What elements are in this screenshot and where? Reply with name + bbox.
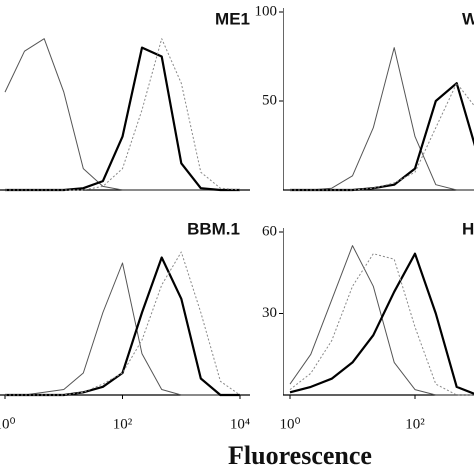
x-tick-label: 10⁰ xyxy=(0,416,16,432)
histogram-line xyxy=(4,38,240,191)
x-tick-label: 10² xyxy=(113,416,133,432)
histogram-line xyxy=(290,82,474,192)
histogram-line xyxy=(5,256,240,397)
panel-title: ME1 xyxy=(215,9,250,28)
x-tick-label: 10⁰ xyxy=(279,416,300,432)
histogram-line xyxy=(290,47,474,191)
panel-title: H xyxy=(462,219,474,238)
histogram-line xyxy=(289,245,474,396)
histogram-line xyxy=(5,38,241,191)
histogram-line xyxy=(289,252,474,395)
y-tick-label: 30 xyxy=(262,305,277,321)
histogram-line xyxy=(289,253,474,396)
panel-title: W xyxy=(462,9,474,28)
y-tick-label: 50 xyxy=(262,92,277,108)
histogram-line xyxy=(290,82,474,191)
panel xyxy=(283,228,474,399)
histogram-line xyxy=(5,262,240,396)
histogram-line xyxy=(5,251,241,396)
panel xyxy=(283,8,474,192)
y-tick-label: 100 xyxy=(255,3,278,19)
panel-title: BBM.1 xyxy=(187,219,240,238)
x-axis-label: Fluorescence xyxy=(228,441,372,470)
x-tick-label: 10² xyxy=(405,416,425,432)
panel xyxy=(0,251,250,399)
y-tick-label: 60 xyxy=(262,223,277,239)
panel xyxy=(0,38,250,192)
x-tick-label: 10⁴ xyxy=(230,416,250,432)
histogram-line xyxy=(5,46,240,192)
